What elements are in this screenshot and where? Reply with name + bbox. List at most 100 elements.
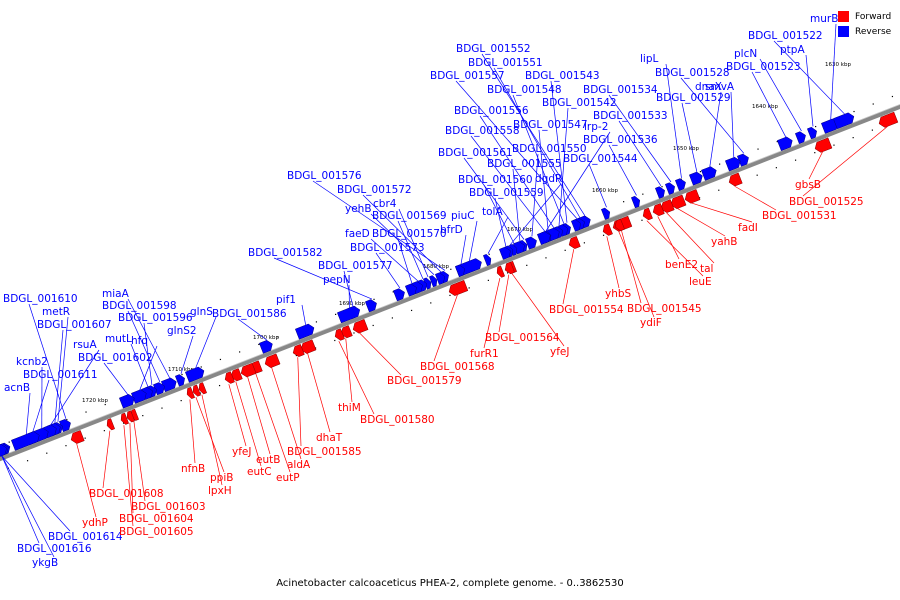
forward-gene-label: thiM xyxy=(338,402,361,414)
minor-tick xyxy=(26,460,29,462)
forward-gene-leader xyxy=(646,220,704,277)
reverse-gene-leader xyxy=(681,102,698,172)
reverse-gene-arrow xyxy=(336,305,361,324)
reverse-gene-leader xyxy=(362,194,442,273)
reverse-gene-arrow xyxy=(364,299,377,313)
reverse-gene-label: BDGL_001560 xyxy=(458,174,533,186)
forward-gene-label: yhbS xyxy=(605,288,632,300)
reverse-gene-leader xyxy=(463,157,525,240)
reverse-gene-leader xyxy=(54,329,64,424)
reverse-gene-label: faeD xyxy=(345,228,370,240)
reverse-gene-leader xyxy=(558,107,569,226)
reverse-gene-label: BDGL_001573 xyxy=(350,242,425,254)
reverse-gene-leader xyxy=(487,216,509,254)
forward-gene-label: BDGL_001585 xyxy=(287,446,362,458)
kbp-tick-label: 1640 kbp xyxy=(752,104,778,110)
forward-gene-label: aldA xyxy=(287,459,311,471)
minor-tick xyxy=(122,422,125,424)
minor-tick xyxy=(833,144,835,146)
reverse-gene-leader xyxy=(773,40,845,115)
forward-gene-label: tal xyxy=(700,263,713,275)
kbp-tick-label: 1660 kbp xyxy=(592,188,618,194)
forward-gene-label: BDGL_001545 xyxy=(627,303,702,315)
reverse-gene-leader xyxy=(301,304,306,326)
reverse-gene-leader xyxy=(370,213,435,275)
reverse-gene-arrow xyxy=(806,126,817,140)
forward-gene-leader xyxy=(802,126,888,197)
minor-tick xyxy=(142,415,144,417)
reverse-gene-label: BDGL_001569 xyxy=(372,210,447,222)
reverse-gene-arrow xyxy=(428,275,438,288)
reverse-gene-arrow xyxy=(454,264,465,278)
kbp-tick-label: 1670 kbp xyxy=(507,227,533,233)
forward-gene-arrow xyxy=(334,328,345,341)
legend-forward: Forward xyxy=(838,9,891,24)
reverse-gene-label: BDGL_001576 xyxy=(287,170,362,182)
reverse-gene-arrow xyxy=(160,377,177,393)
forward-gene-arrow xyxy=(352,318,369,334)
reverse-gene-label: mutL xyxy=(105,333,132,345)
forward-gene-label: benE2 xyxy=(665,259,698,271)
minor-tick xyxy=(103,430,105,432)
reverse-gene-label: acnB xyxy=(4,382,30,394)
reverse-gene-label: miaA xyxy=(102,288,130,300)
reverse-gene-label: BDGL_001577 xyxy=(318,260,393,272)
reverse-gene-label: BDGL_001616 xyxy=(17,543,92,555)
forward-gene-label: gbsB xyxy=(795,179,821,191)
reverse-gene-leader xyxy=(312,180,446,271)
genome-axis xyxy=(0,104,900,462)
reverse-gene-leader xyxy=(470,135,546,232)
reverse-gene-leader xyxy=(512,168,521,242)
reverse-gene-leader xyxy=(618,120,662,187)
forward-gene-label: BDGL_001554 xyxy=(549,304,624,316)
forward-gene-arrow xyxy=(878,111,899,128)
minor-tick xyxy=(46,452,48,454)
reverse-gene-arrow xyxy=(258,340,273,354)
minor-tick xyxy=(506,272,509,274)
forward-gene-label: ydhP xyxy=(82,517,108,529)
reverse-gene-leader xyxy=(398,208,429,278)
minor-tick xyxy=(277,336,279,338)
reverse-gene-arrow xyxy=(482,254,492,267)
reverse-gene-arrow xyxy=(174,374,185,387)
forward-gene-leader xyxy=(562,249,575,305)
reverse-gene-label: piuC xyxy=(451,210,475,222)
kbp-tick-label: 1700 kbp xyxy=(253,335,279,341)
reverse-gene-arrow xyxy=(776,136,793,152)
kbp-tick-label: 1710 kbp xyxy=(168,367,194,373)
forward-gene-arrow xyxy=(504,261,515,275)
reverse-gene-arrow xyxy=(700,166,717,181)
forward-gene-leader xyxy=(345,338,353,403)
minor-tick xyxy=(602,234,605,236)
minor-tick xyxy=(680,178,682,180)
reverse-gene-label: BDGL_001534 xyxy=(583,84,658,96)
reverse-gene-label: BDGL_001610 xyxy=(3,293,78,305)
reverse-gene-leader xyxy=(348,284,350,308)
minor-tick xyxy=(450,268,452,270)
forward-gene-leader xyxy=(621,230,642,304)
forward-gene-arrow xyxy=(614,218,625,232)
kbp-tick-label: 1650 kbp xyxy=(673,146,699,152)
forward-gene-leader xyxy=(618,231,655,318)
forward-gene-arrow xyxy=(496,265,506,278)
forward-gene-arrow xyxy=(120,412,130,425)
reverse-gene-leader xyxy=(195,316,217,369)
reverse-gene-leader xyxy=(455,80,578,220)
forward-gene-leader xyxy=(657,216,680,260)
forward-gene-arrow xyxy=(70,430,85,444)
forward-gene-label: BDGL_001579 xyxy=(387,375,462,387)
minor-tick xyxy=(642,193,644,195)
reverse-gene-label: metR xyxy=(42,306,70,318)
forward-gene-arrow xyxy=(448,279,469,296)
reverse-gene-leader xyxy=(127,298,171,379)
reverse-gene-leader xyxy=(139,345,158,390)
reverse-gene-arrow xyxy=(600,207,611,220)
reverse-gene-arrow xyxy=(570,219,581,232)
reverse-gene-leader xyxy=(512,94,565,224)
forward-gene-label: eutP xyxy=(276,472,300,484)
forward-gene-arrow xyxy=(568,235,581,249)
reverse-gene-label: BDGL_001542 xyxy=(542,97,617,109)
forward-gene-label: eutB xyxy=(256,454,280,466)
forward-gene-label: fadI xyxy=(738,222,758,234)
